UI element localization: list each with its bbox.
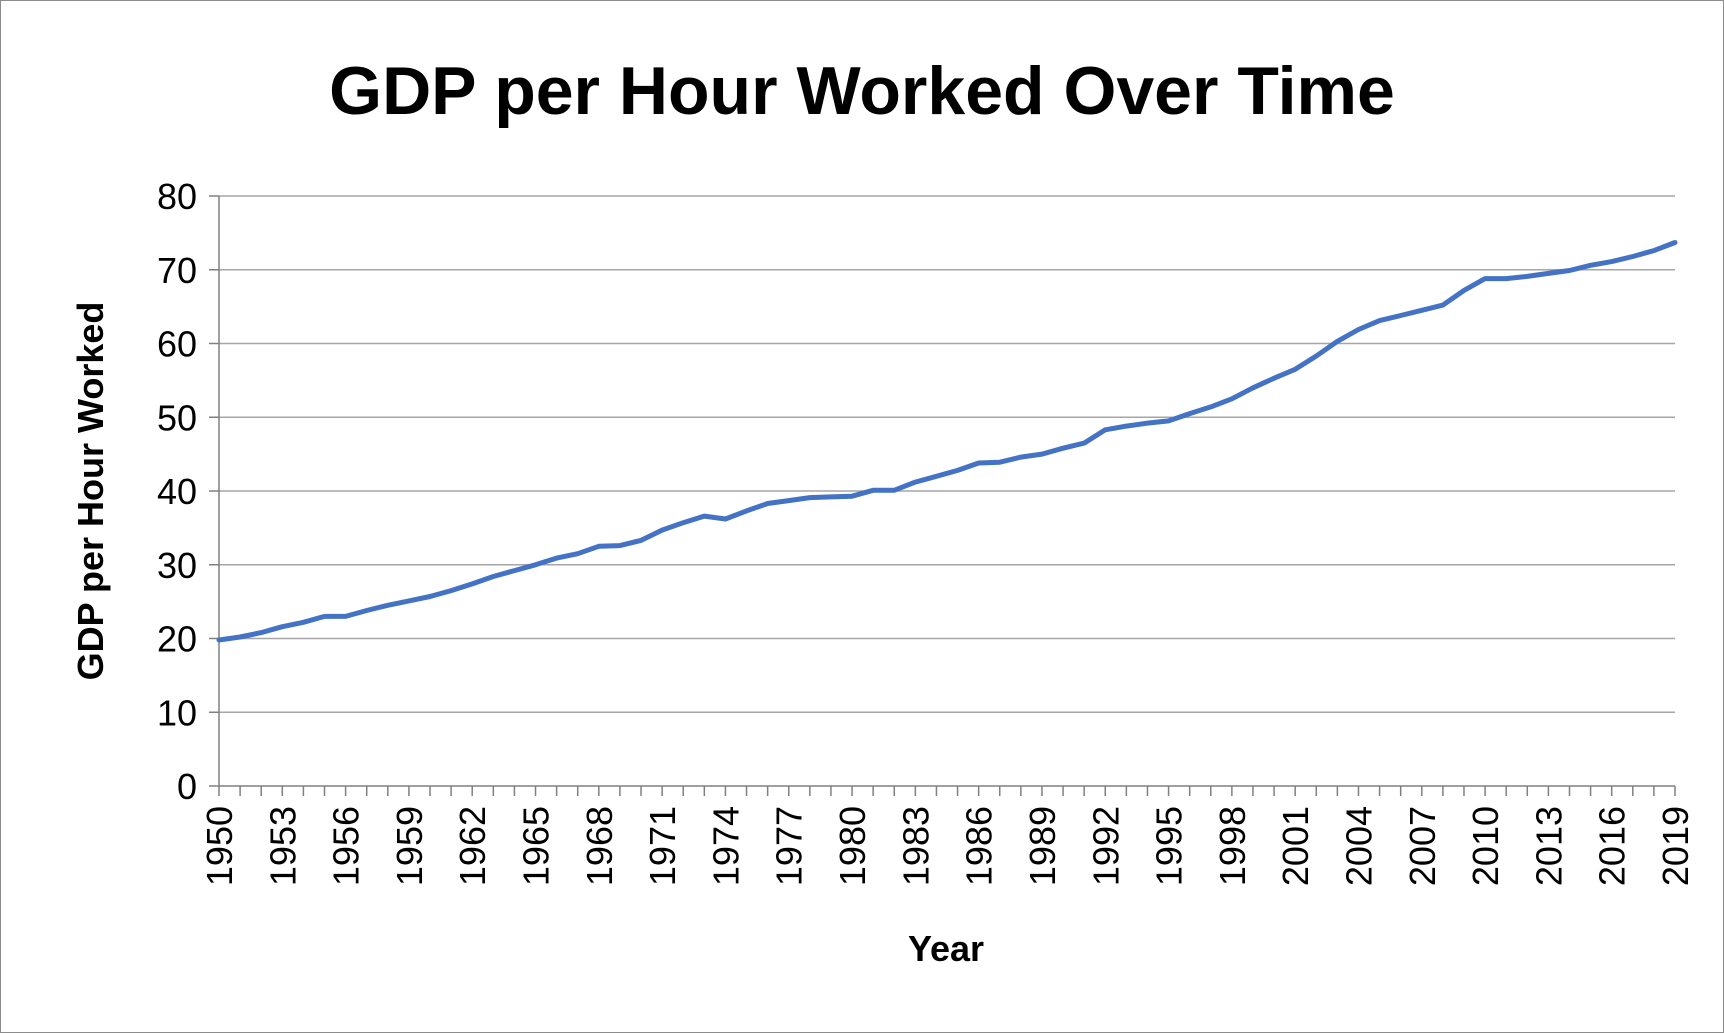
y-axis-title: GDP per Hour Worked [70,302,111,681]
x-tick-label: 1971 [642,806,683,886]
x-tick-label: 1995 [1149,806,1190,886]
x-tick-label: 1989 [1022,806,1063,886]
x-tick-label: 1962 [452,806,493,886]
y-tick-label: 0 [177,766,197,807]
y-tick-labels: 0 10 20 30 40 50 60 70 80 [157,176,197,807]
x-tick-label: 1953 [262,806,303,886]
axes [209,196,1675,796]
y-tick-label: 30 [157,545,197,586]
x-tick-label: 2013 [1528,806,1569,886]
y-tick-label: 20 [157,619,197,660]
y-tick-label: 50 [157,397,197,438]
x-tick-label: 1950 [199,806,240,886]
x-tick-label: 1974 [705,806,746,886]
x-tick-label: 1977 [769,806,810,886]
y-tick-label: 10 [157,692,197,733]
x-tick-label: 2019 [1655,806,1696,886]
x-tick-label: 2010 [1465,806,1506,886]
x-tick-label: 1968 [579,806,620,886]
y-tick-label: 40 [157,471,197,512]
x-tick-label: 2007 [1402,806,1443,886]
x-tick-labels: 1950 1953 1956 1959 1962 1965 1968 1971 1974 1977… [199,806,1696,886]
gridlines [219,196,1675,712]
series-layer [219,242,1675,640]
y-tick-label: 60 [157,324,197,365]
series-line-0 [219,243,1675,641]
x-tick-label: 1983 [895,806,936,886]
y-tick-label: 80 [157,176,197,217]
chart-title: GDP per Hour Worked Over Time [329,53,1395,129]
x-tick-label: 2004 [1338,806,1379,886]
x-tick-label: 1998 [1212,806,1253,886]
x-tick-label: 2016 [1592,806,1633,886]
x-tick-label: 1956 [326,806,367,886]
x-tick-label: 1980 [832,806,873,886]
x-tick-label: 1986 [959,806,1000,886]
x-tick-label: 1992 [1085,806,1126,886]
x-tick-label: 1965 [516,806,557,886]
x-tick-label: 1959 [389,806,430,886]
y-tick-label: 70 [157,250,197,291]
x-tick-label: 2001 [1275,806,1316,886]
x-axis-title: Year [908,928,984,969]
